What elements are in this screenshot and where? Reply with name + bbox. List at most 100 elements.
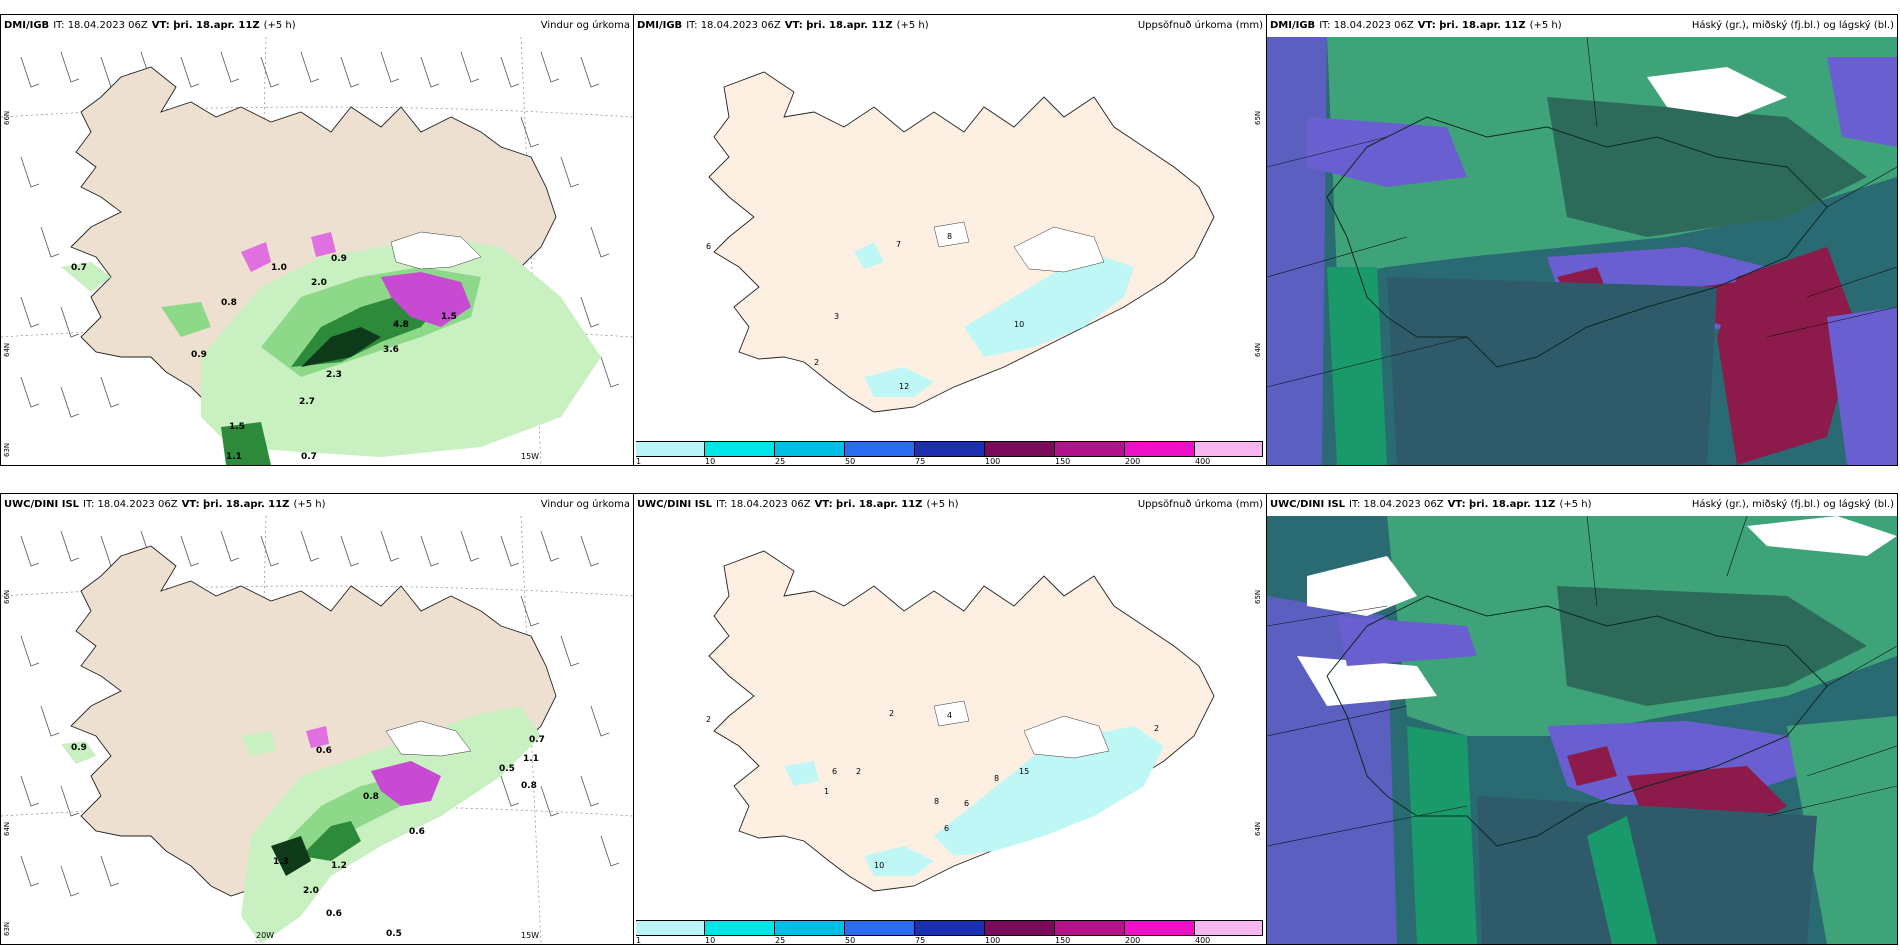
- value-label: 6: [964, 799, 969, 808]
- lead-time: (+5 h): [263, 19, 296, 31]
- map-accum-precip: 6 7 8 3 2 10 12 65N 64N: [634, 37, 1266, 439]
- value-label: 0.6: [316, 746, 332, 756]
- colorbar-tick: 1: [636, 936, 642, 945]
- model-label: UWC/DINI ISL: [637, 498, 713, 510]
- accum-precip-map-svg: 2 4 2 6 1 2 8 6 6 8 15 2 10: [634, 516, 1266, 918]
- lat-label: 64N: [1254, 342, 1262, 357]
- panel-header: UWC/DINI ISL IT: 18.04.2023 06Z VT: þri. 1…: [1267, 494, 1897, 514]
- precip-value-labels: 0.9 0.6 0.8 0.7 0.5 1.1 0.8 0.6 1.2 2.0 …: [71, 735, 545, 939]
- lat-label: 64N: [3, 821, 11, 836]
- valid-time: VT: þri. 18.apr. 11Z: [1447, 498, 1556, 510]
- precip-shading: [61, 231, 601, 465]
- map-accum-precip: 2 4 2 6 1 2 8 6 6 8 15 2 10 65N 64N: [634, 516, 1266, 918]
- lat-label: 65N: [1254, 110, 1262, 125]
- lat-label: 65N: [1254, 589, 1262, 604]
- map-wind-precip: 0.9 0.6 0.8 0.7 0.5 1.1 0.8 0.6 1.2 2.0 …: [1, 516, 633, 944]
- init-time: IT: 18.04.2023 06Z: [716, 498, 811, 510]
- lead-time: (+5 h): [926, 498, 959, 510]
- value-label: 2.3: [326, 370, 342, 380]
- lat-label: 63N: [3, 921, 11, 936]
- accum-shading: [784, 700, 1164, 876]
- value-label: 2.0: [303, 886, 319, 896]
- colorbar-swatch: [1055, 441, 1125, 457]
- value-label: 0.8: [521, 781, 537, 791]
- colorbar-tick: 50: [845, 457, 856, 466]
- colorbar-swatch: [705, 441, 775, 457]
- colorbar-tick: 100: [985, 457, 1001, 466]
- value-label: 8: [947, 232, 952, 241]
- value-label: 0.8: [363, 792, 379, 802]
- value-label: 6: [706, 242, 711, 251]
- value-label: 2.7: [299, 397, 315, 407]
- value-label: 0.7: [529, 735, 545, 745]
- accum-precip-map-svg: 6 7 8 3 2 10 12: [634, 37, 1266, 439]
- colorbar-swatch: [1195, 920, 1263, 936]
- model-label: DMI/IGB: [1270, 19, 1316, 31]
- value-label: 0.5: [499, 764, 515, 774]
- value-label: 0.5: [386, 929, 402, 939]
- colorbar-swatch: [1125, 920, 1195, 936]
- valid-time: VT: þri. 18.apr. 11Z: [814, 498, 923, 510]
- colorbar-tick: 75: [915, 457, 926, 466]
- value-label: 1.5: [229, 422, 245, 432]
- init-time: IT: 18.04.2023 06Z: [53, 19, 148, 31]
- lead-time: (+5 h): [896, 19, 929, 31]
- init-time: IT: 18.04.2023 06Z: [686, 19, 781, 31]
- value-label: 0.9: [331, 254, 347, 264]
- panel-title: Uppsöfnuð úrkoma (mm): [1137, 19, 1263, 31]
- value-label: 4.8: [393, 320, 409, 330]
- wind-precip-map-svg: 0.9 0.6 0.8 0.7 0.5 1.1 0.8 0.6 1.2 2.0 …: [1, 516, 633, 944]
- value-label: 6: [944, 824, 949, 833]
- value-label: 1.2: [331, 861, 347, 871]
- panel-header: UWC/DINI ISL IT: 18.04.2023 06Z VT: þri. 1…: [1, 494, 633, 514]
- value-label: 2: [856, 767, 861, 776]
- model-label: DMI/IGB: [637, 19, 683, 31]
- colorbar-swatch: [845, 920, 915, 936]
- colorbar-swatch: [1125, 441, 1195, 457]
- value-label: 10: [874, 861, 884, 870]
- colorbar-tick: 400: [1195, 457, 1211, 466]
- colorbar-swatch: [985, 441, 1055, 457]
- panel-title: Vindur og úrkoma: [540, 498, 630, 510]
- colorbar-tick: 75: [915, 936, 926, 945]
- value-label: 6: [832, 767, 837, 776]
- value-label: 0.6: [326, 909, 342, 919]
- colorbar-swatch: [636, 920, 705, 936]
- wind-barbs: [20, 51, 620, 418]
- colorbar-swatch: [775, 441, 845, 457]
- map-clouds: [1267, 37, 1897, 465]
- panel-title: Vindur og úrkoma: [540, 19, 630, 31]
- lat-label: 64N: [3, 342, 11, 357]
- colorbar-tick: 100: [985, 936, 1001, 945]
- colorbar-swatch: [985, 920, 1055, 936]
- value-label: 2: [706, 715, 711, 724]
- panel-wind-precip-dmi: DMI/IGB IT: 18.04.2023 06Z VT: þri. 18.apr…: [0, 14, 634, 466]
- accum-value-labels: 2 4 2 6 1 2 8 6 6 8 15 2 10: [706, 709, 1159, 870]
- init-time: IT: 18.04.2023 06Z: [1319, 19, 1414, 31]
- colorbar: 1 10 25 50 75 100 150 200 400: [634, 439, 1266, 465]
- panel-header: DMI/IGB IT: 18.04.2023 06Z VT: þri. 18.apr…: [634, 15, 1266, 35]
- init-time: IT: 18.04.2023 06Z: [83, 498, 178, 510]
- clouds-map-svg: [1267, 37, 1897, 465]
- value-label: 2: [814, 358, 819, 367]
- colorbar-swatch: [845, 441, 915, 457]
- value-label: 1.1: [226, 452, 242, 462]
- colorbar-tick: 200: [1125, 457, 1141, 466]
- value-label: 0.7: [301, 452, 317, 462]
- colorbar-swatch: [1055, 920, 1125, 936]
- value-label: 0.6: [409, 827, 425, 837]
- panel-clouds-dmi: DMI/IGB IT: 18.04.2023 06Z VT: þri. 18.apr…: [1266, 14, 1898, 466]
- clouds-map-svg: [1267, 516, 1897, 944]
- value-label: 2: [1154, 724, 1159, 733]
- colorbar-tick: 200: [1125, 936, 1141, 945]
- colorbar-swatch: [915, 441, 985, 457]
- init-time: IT: 18.04.2023 06Z: [1349, 498, 1444, 510]
- value-label: 8: [934, 797, 939, 806]
- panel-header: UWC/DINI ISL IT: 18.04.2023 06Z VT: þri. 1…: [634, 494, 1266, 514]
- valid-time: VT: þri. 18.apr. 11Z: [181, 498, 290, 510]
- valid-time: VT: þri. 18.apr. 11Z: [784, 19, 893, 31]
- value-label: 12: [899, 382, 909, 391]
- panel-title: Uppsöfnuð úrkoma (mm): [1137, 498, 1263, 510]
- value-label: 1.1: [523, 754, 539, 764]
- lat-label: 66N: [3, 110, 11, 125]
